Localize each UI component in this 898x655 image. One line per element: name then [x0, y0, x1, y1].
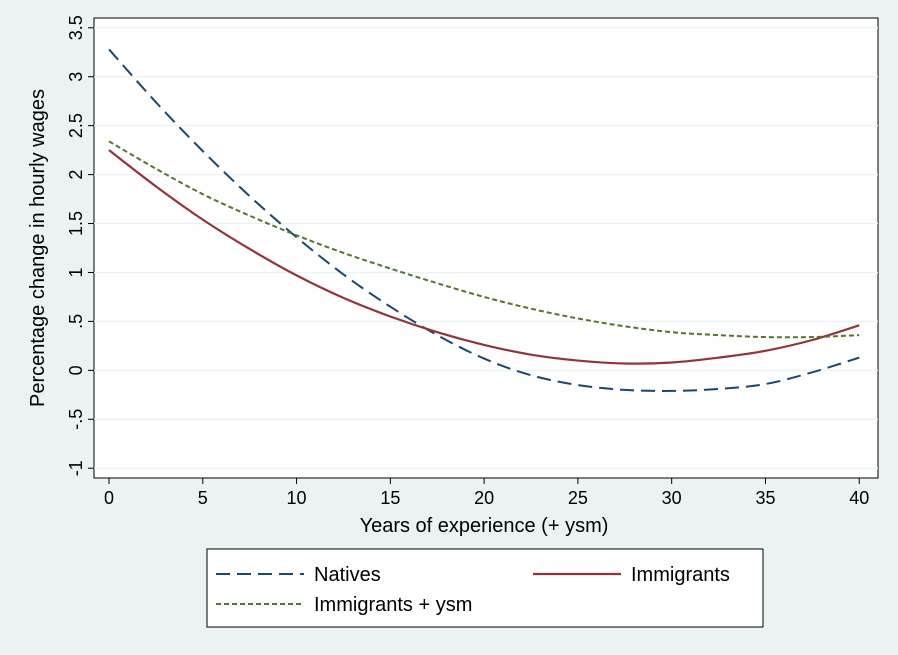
y-axis-label: Percentage change in hourly wages	[27, 89, 49, 407]
y-tick-label: -.5	[66, 409, 86, 430]
x-tick-label: 35	[755, 488, 775, 508]
legend-label-natives: Natives	[314, 564, 381, 586]
series-line-immigrants	[108, 149, 860, 365]
y-tick-label: .5	[66, 314, 86, 329]
legend-box	[206, 548, 764, 628]
gridlines	[94, 27, 878, 469]
x-tick-label: 15	[380, 488, 400, 508]
legend-label-immigrants: Immigrants	[631, 564, 730, 586]
x-tick-label: 20	[474, 488, 494, 508]
series-line-immigrants-ysm	[108, 140, 860, 339]
axes: -1 -.5 0 .5 1 1.5 2 2.5 3 3.5 0 5 10 15 20 25 30 35 40	[66, 15, 869, 508]
y-tick-label: 1.5	[66, 211, 86, 236]
y-tick-label: -1	[66, 460, 86, 476]
y-tick-label: 2.5	[66, 113, 86, 138]
x-axis-label: Years of experience (+ ysm)	[360, 515, 609, 537]
series-lines	[108, 48, 860, 392]
plot-area	[93, 17, 879, 479]
y-tick-label: 2	[66, 170, 86, 180]
x-tick-label: 25	[568, 488, 588, 508]
y-tick-label: 1	[66, 267, 86, 277]
y-tick-label: 3	[66, 72, 86, 82]
x-tick-label: 10	[287, 488, 307, 508]
series-line-natives	[108, 48, 860, 392]
y-tick-label: 3.5	[66, 15, 86, 40]
x-tick-label: 40	[849, 488, 869, 508]
x-tick-label: 0	[104, 488, 114, 508]
x-tick-label: 30	[662, 488, 682, 508]
legend-label-immigrants-ysm: Immigrants + ysm	[314, 594, 472, 616]
x-tick-label: 5	[198, 488, 208, 508]
legend: Natives Immigrants Immigrants + ysm	[216, 564, 730, 616]
y-tick-label: 0	[66, 365, 86, 375]
